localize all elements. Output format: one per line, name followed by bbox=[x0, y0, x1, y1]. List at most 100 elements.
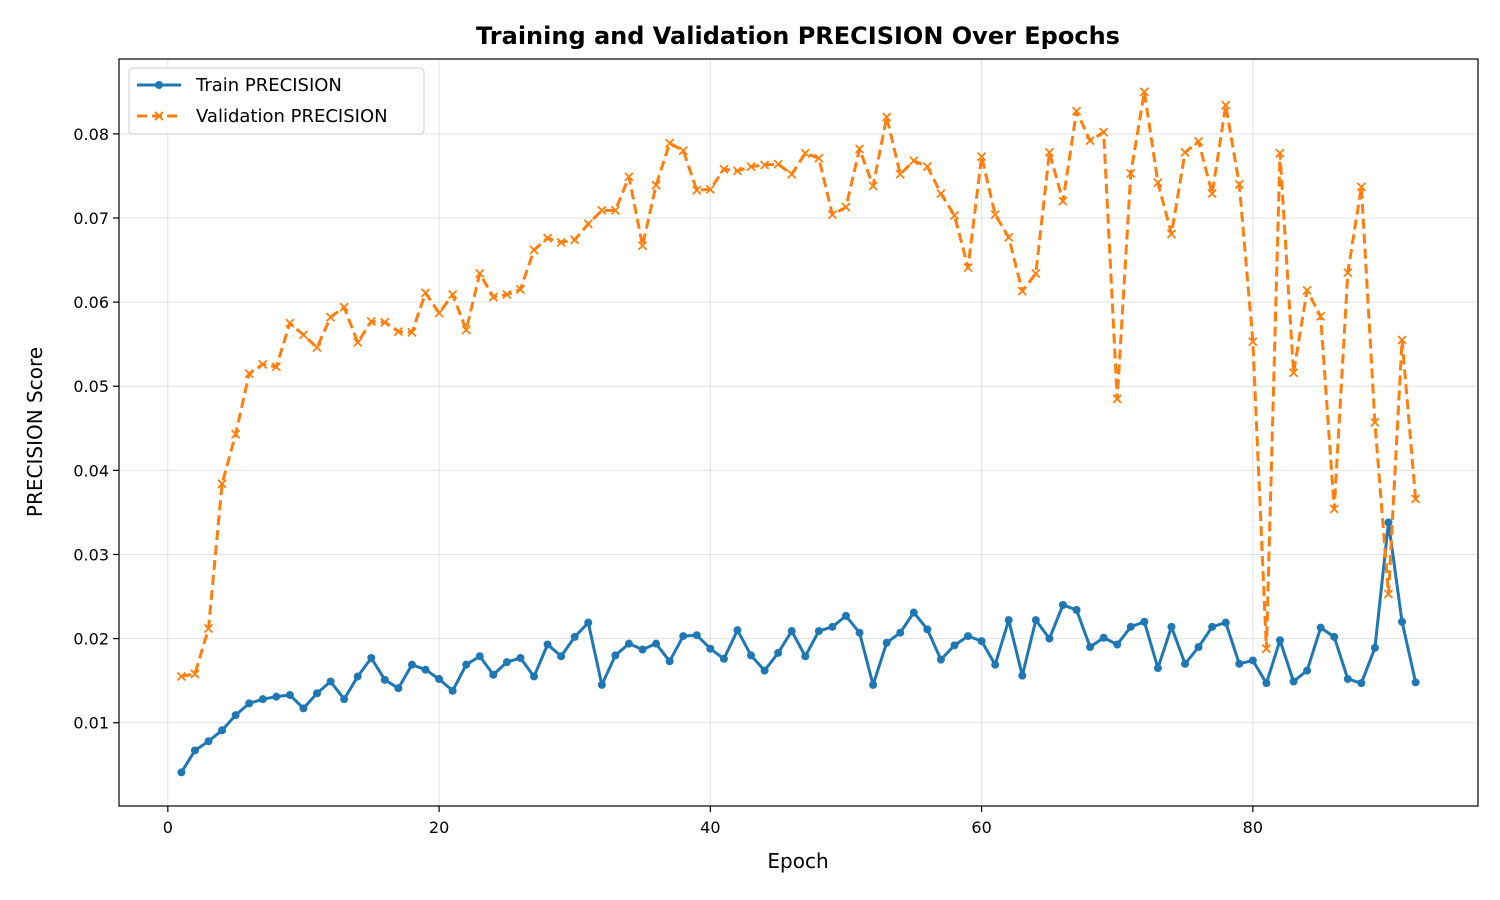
validation-point bbox=[285, 318, 295, 328]
x-tick-label: 60 bbox=[971, 818, 991, 837]
train-point bbox=[1126, 622, 1135, 631]
validation-point bbox=[827, 209, 838, 220]
train-point bbox=[855, 628, 864, 637]
validation-point bbox=[1099, 127, 1109, 137]
train-point bbox=[936, 655, 945, 664]
validation-point bbox=[380, 317, 390, 327]
validation-point bbox=[1207, 188, 1217, 199]
legend-marker-train bbox=[155, 81, 163, 89]
train-point bbox=[1235, 659, 1244, 668]
train-point bbox=[597, 680, 606, 689]
y-tick-label: 0.06 bbox=[73, 293, 109, 312]
validation-point bbox=[258, 359, 268, 369]
validation-point bbox=[1017, 286, 1027, 296]
train-point bbox=[706, 644, 715, 653]
train-point bbox=[665, 657, 674, 666]
validation-point bbox=[1261, 644, 1272, 654]
y-tick-label: 0.02 bbox=[73, 630, 109, 649]
train-point bbox=[950, 641, 959, 650]
train-point bbox=[1275, 636, 1284, 645]
validation-point bbox=[542, 233, 553, 243]
validation-point bbox=[298, 330, 309, 340]
train-point bbox=[611, 651, 620, 660]
axis-ticks: 0 20 40 60 80 0.01 0.02 0.03 0.04 0.05 0.06 0.07 0.0… bbox=[73, 125, 1263, 837]
legend-label-train: Train PRECISION bbox=[195, 75, 342, 96]
y-tick-label: 0.07 bbox=[73, 209, 109, 228]
y-tick-label: 0.08 bbox=[73, 125, 109, 144]
train-point bbox=[421, 665, 430, 674]
x-tick-label: 40 bbox=[700, 818, 720, 837]
legend-box bbox=[128, 67, 425, 135]
validation-point bbox=[407, 327, 417, 338]
train-point bbox=[719, 654, 728, 663]
series-layer bbox=[176, 87, 1421, 777]
train-point bbox=[1140, 617, 1149, 626]
train-point bbox=[909, 608, 918, 617]
validation-point bbox=[461, 325, 471, 335]
validation-point bbox=[1031, 268, 1041, 279]
train-point bbox=[299, 704, 308, 713]
validation-point bbox=[746, 162, 756, 172]
y-tick-label: 0.05 bbox=[73, 377, 109, 396]
train-point bbox=[1072, 605, 1081, 614]
train-point bbox=[1113, 640, 1122, 649]
validation-point bbox=[854, 144, 865, 154]
validation-point bbox=[705, 184, 715, 195]
validation-point bbox=[651, 180, 661, 190]
plot-frame bbox=[118, 58, 1479, 807]
validation-point bbox=[570, 235, 580, 245]
validation-point bbox=[420, 288, 431, 298]
validation-point bbox=[1193, 136, 1204, 147]
train-point bbox=[258, 695, 267, 704]
train-point bbox=[801, 652, 810, 661]
validation-point bbox=[990, 209, 1000, 220]
validation-point bbox=[1004, 232, 1014, 242]
train-point bbox=[1398, 617, 1407, 626]
validation-point bbox=[841, 202, 851, 212]
train-point bbox=[1099, 633, 1108, 642]
validation-point bbox=[515, 284, 526, 295]
validation-point bbox=[1139, 87, 1149, 97]
validation-point bbox=[176, 671, 187, 682]
validation-point bbox=[1397, 335, 1407, 345]
series-validation bbox=[176, 87, 1421, 682]
train-point bbox=[638, 645, 647, 654]
train-point bbox=[964, 632, 973, 641]
train-point bbox=[828, 622, 837, 631]
train-point bbox=[1343, 674, 1352, 683]
train-point bbox=[435, 674, 444, 683]
train-point bbox=[1018, 671, 1027, 680]
train-point bbox=[787, 627, 796, 636]
train-point bbox=[1303, 666, 1312, 675]
train-point bbox=[841, 611, 850, 620]
train-point bbox=[380, 675, 389, 684]
train-point bbox=[774, 648, 783, 657]
train-point bbox=[516, 653, 525, 662]
train-point bbox=[204, 737, 213, 746]
validation-point bbox=[665, 138, 675, 148]
train-point bbox=[245, 699, 254, 708]
validation-point bbox=[190, 669, 200, 679]
validation-point bbox=[366, 316, 376, 327]
train-point bbox=[218, 726, 227, 735]
validation-point bbox=[732, 166, 743, 176]
validation-point bbox=[976, 151, 987, 162]
train-point bbox=[1153, 664, 1162, 673]
validation-point bbox=[1288, 368, 1299, 378]
validation-point bbox=[773, 159, 783, 169]
y-tick-label: 0.01 bbox=[73, 714, 109, 733]
validation-point bbox=[1071, 106, 1082, 116]
train-point bbox=[489, 670, 498, 679]
train-point bbox=[394, 684, 403, 693]
train-point bbox=[814, 627, 823, 636]
validation-point bbox=[678, 146, 688, 156]
validation-point bbox=[1275, 148, 1285, 158]
train-point bbox=[923, 625, 932, 634]
validation-point bbox=[1248, 337, 1258, 347]
validation-point bbox=[1153, 178, 1163, 188]
train-point bbox=[190, 746, 199, 755]
train-point bbox=[1045, 634, 1054, 643]
legend-label-validation: Validation PRECISION bbox=[196, 106, 388, 127]
validation-point bbox=[1302, 285, 1312, 295]
